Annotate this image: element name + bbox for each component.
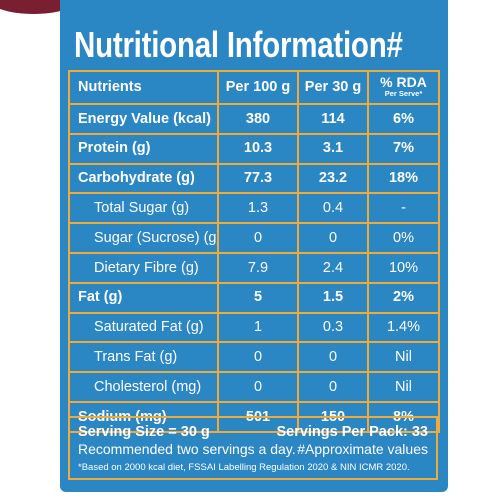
table-row: Fat (g) 5 1.5 2% bbox=[68, 281, 440, 314]
value-per-100g: 1.3 bbox=[217, 192, 299, 225]
approximate-values-note: #Approximate values bbox=[297, 441, 428, 457]
value-per-100g: 77.3 bbox=[217, 162, 299, 195]
header-rda: % RDA Per Serve* bbox=[367, 70, 440, 105]
servings-per-pack: Servings Per Pack: 33 bbox=[276, 424, 428, 440]
nutrient-name: Sugar (Sucrose) (g) bbox=[68, 222, 219, 254]
value-per-100g: 7.9 bbox=[217, 251, 299, 284]
value-per-30g: 3.1 bbox=[297, 132, 369, 165]
value-per-100g: 0 bbox=[217, 371, 299, 403]
value-per-100g: 0 bbox=[217, 341, 299, 374]
nutrient-name: Dietary Fibre (g) bbox=[68, 251, 219, 284]
nutrition-panel: Nutritional Information# Nutrients Per 1… bbox=[60, 0, 448, 492]
value-rda: Nil bbox=[367, 371, 440, 403]
value-rda: 10% bbox=[367, 251, 440, 284]
header-per-30g: Per 30 g bbox=[297, 70, 369, 105]
value-per-100g: 0 bbox=[217, 222, 299, 254]
header-nutrients: Nutrients bbox=[68, 70, 219, 105]
panel-title: Nutritional Information# bbox=[74, 24, 403, 65]
value-per-100g: 380 bbox=[217, 103, 299, 135]
value-per-30g: 23.2 bbox=[297, 162, 369, 195]
header-rda-sub: Per Serve* bbox=[384, 89, 423, 99]
nutrient-name: Trans Fat (g) bbox=[68, 341, 219, 374]
value-per-30g: 0.4 bbox=[297, 192, 369, 225]
table-row: Sugar (Sucrose) (g) 0 0 0% bbox=[68, 222, 440, 254]
serving-info-box: Serving Size = 30 g Servings Per Pack: 3… bbox=[68, 416, 438, 480]
value-per-30g: 0 bbox=[297, 371, 369, 403]
value-per-30g: 114 bbox=[297, 103, 369, 135]
value-rda: 7% bbox=[367, 132, 440, 165]
value-rda: 2% bbox=[367, 281, 440, 314]
header-per-100g: Per 100 g bbox=[217, 70, 299, 105]
value-rda: 0% bbox=[367, 222, 440, 254]
table-row: Trans Fat (g) 0 0 Nil bbox=[68, 341, 440, 374]
rda-footnote: *Based on 2000 kcal diet, FSSAI Labellin… bbox=[78, 462, 410, 473]
value-per-100g: 1 bbox=[217, 311, 299, 344]
table-row: Total Sugar (g) 1.3 0.4 - bbox=[68, 192, 440, 225]
table-row: Carbohydrate (g) 77.3 23.2 18% bbox=[68, 162, 440, 195]
table-row: Protein (g) 10.3 3.1 7% bbox=[68, 132, 440, 165]
value-per-100g: 5 bbox=[217, 281, 299, 314]
nutrient-name: Carbohydrate (g) bbox=[68, 162, 219, 195]
nutrient-name: Total Sugar (g) bbox=[68, 192, 219, 225]
serving-size: Serving Size = 30 g bbox=[78, 424, 210, 440]
table-row: Dietary Fibre (g) 7.9 2.4 10% bbox=[68, 251, 440, 284]
value-rda: 6% bbox=[367, 103, 440, 135]
value-rda: Nil bbox=[367, 341, 440, 374]
table-row: Saturated Fat (g) 1 0.3 1.4% bbox=[68, 311, 440, 344]
nutrient-name: Fat (g) bbox=[68, 281, 219, 314]
value-rda: - bbox=[367, 192, 440, 225]
value-per-30g: 0.3 bbox=[297, 311, 369, 344]
value-per-30g: 0 bbox=[297, 222, 369, 254]
nutrient-name: Energy Value (kcal) bbox=[68, 103, 219, 135]
nutrition-table: Nutrients Per 100 g Per 30 g % RDA Per S… bbox=[68, 70, 440, 433]
value-per-30g: 1.5 bbox=[297, 281, 369, 314]
value-per-30g: 2.4 bbox=[297, 251, 369, 284]
value-per-100g: 10.3 bbox=[217, 132, 299, 165]
table-row: Cholesterol (mg) 0 0 Nil bbox=[68, 371, 440, 403]
table-row: Energy Value (kcal) 380 114 6% bbox=[68, 103, 440, 135]
serving-recommendation: Recommended two servings a day. bbox=[78, 441, 296, 457]
table-header-row: Nutrients Per 100 g Per 30 g % RDA Per S… bbox=[68, 70, 440, 105]
value-rda: 1.4% bbox=[367, 311, 440, 344]
value-rda: 18% bbox=[367, 162, 440, 195]
nutrient-name: Saturated Fat (g) bbox=[68, 311, 219, 344]
header-rda-label: % RDA bbox=[380, 74, 427, 91]
value-per-30g: 0 bbox=[297, 341, 369, 374]
nutrient-name: Cholesterol (mg) bbox=[68, 371, 219, 403]
nutrient-name: Protein (g) bbox=[68, 132, 219, 165]
